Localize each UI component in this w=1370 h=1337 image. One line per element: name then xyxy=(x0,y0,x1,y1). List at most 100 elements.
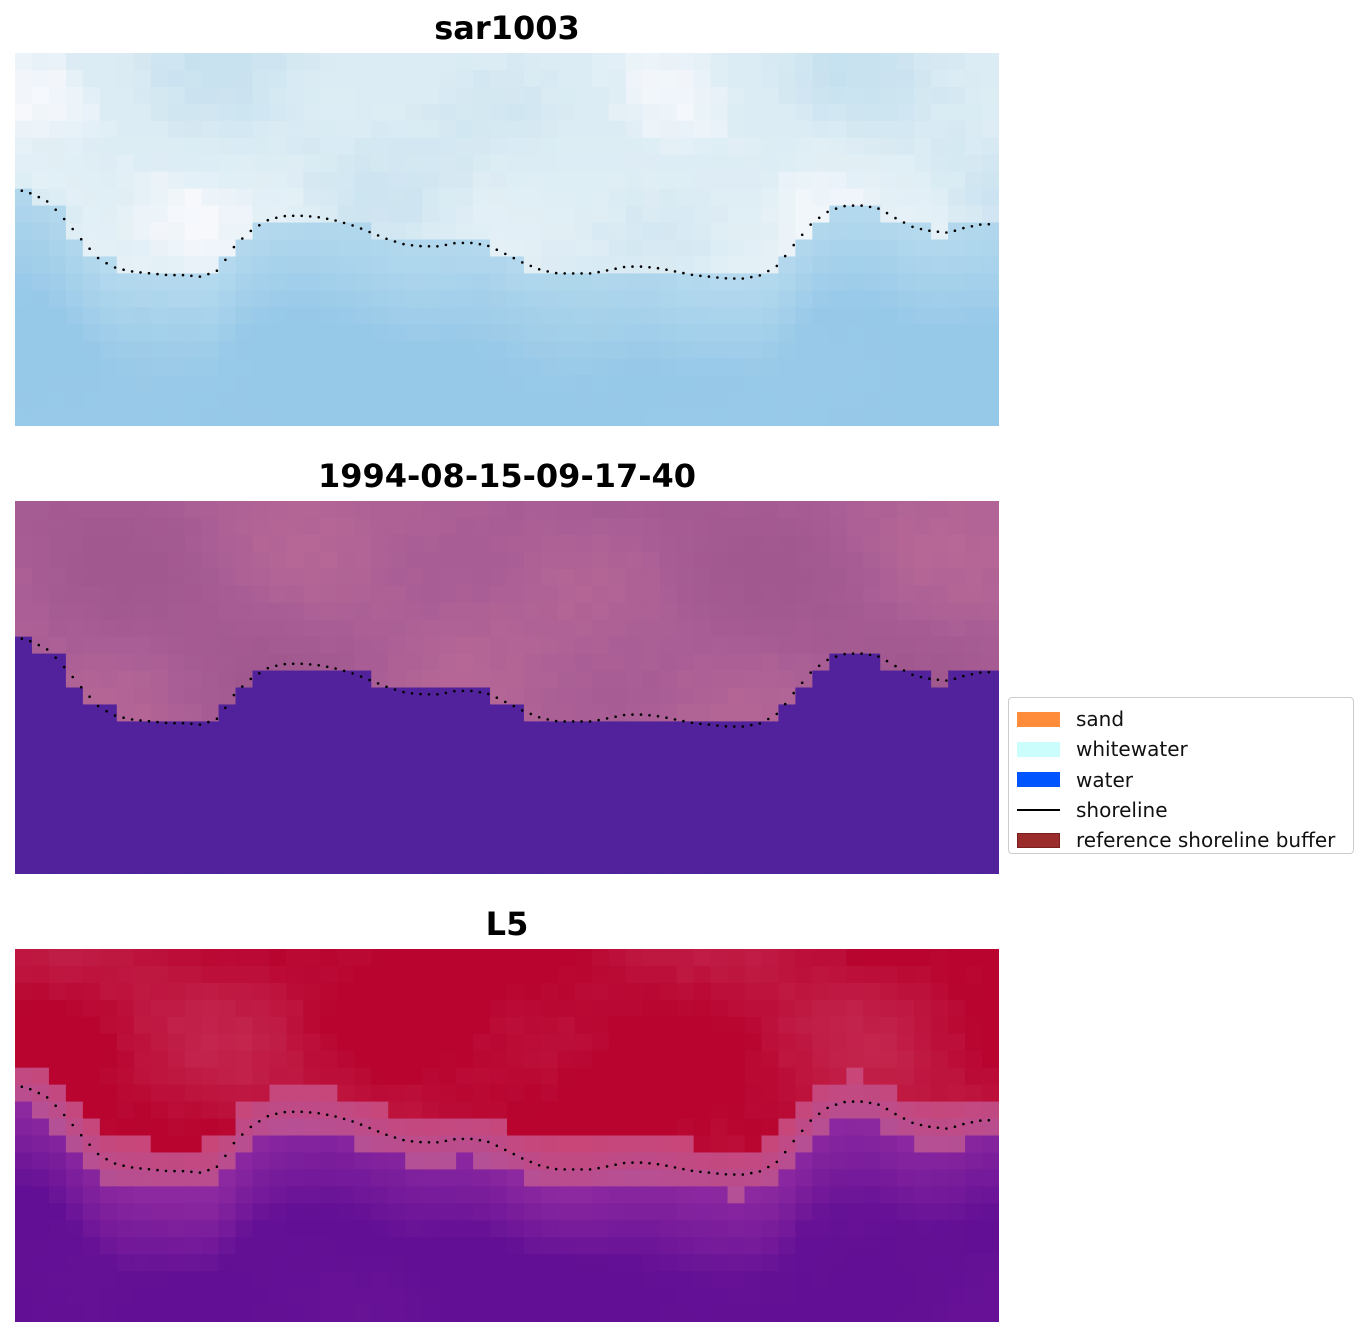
land-cell xyxy=(371,585,389,604)
probability-cell xyxy=(608,1084,627,1103)
land-cell xyxy=(863,619,881,638)
water-cell xyxy=(846,806,864,824)
land-cell xyxy=(778,501,797,519)
pixel-cell xyxy=(948,69,966,88)
pixel-cell xyxy=(269,409,288,426)
water-cell xyxy=(880,857,898,874)
water-cell xyxy=(744,721,763,739)
probability-cell xyxy=(574,1067,593,1086)
pixel-cell xyxy=(252,103,271,122)
pixel-cell xyxy=(778,53,797,71)
land-cell xyxy=(252,653,271,672)
probability-cell xyxy=(829,1254,847,1272)
pixel-cell xyxy=(507,205,525,224)
probability-cell xyxy=(897,1237,915,1255)
probability-cell xyxy=(863,999,881,1018)
land-cell xyxy=(863,636,881,655)
probability-cell xyxy=(15,1220,33,1238)
water-cell xyxy=(65,738,84,756)
pixel-cell xyxy=(320,290,338,308)
land-cell xyxy=(405,653,423,672)
shoreline-point xyxy=(224,706,227,710)
pixel-cell xyxy=(863,188,881,207)
probability-cell xyxy=(540,1067,559,1086)
pixel-cell xyxy=(608,69,627,88)
water-cell xyxy=(795,789,813,807)
probability-cell xyxy=(778,1118,797,1137)
pixel-cell xyxy=(676,375,695,393)
shoreline-point xyxy=(546,270,549,273)
probability-cell xyxy=(473,1220,491,1238)
legend-item-shoreline: shoreline xyxy=(1017,795,1353,825)
probability-cell xyxy=(812,1135,830,1154)
pixel-cell xyxy=(354,53,372,71)
probability-cell xyxy=(948,949,966,967)
probability-cell xyxy=(795,965,813,984)
pixel-cell xyxy=(82,341,101,359)
pixel-cell xyxy=(388,154,406,173)
probability-cell xyxy=(744,1220,763,1238)
land-cell xyxy=(473,585,491,604)
pixel-cell xyxy=(48,409,67,426)
probability-cell xyxy=(557,1118,576,1137)
probability-cell xyxy=(591,1186,610,1204)
shoreline-point xyxy=(164,1169,168,1173)
water-cell xyxy=(337,772,355,790)
pixel-cell xyxy=(473,120,491,139)
pixel-cell xyxy=(371,53,389,71)
probability-cell xyxy=(880,1305,898,1322)
shoreline-point xyxy=(512,256,516,260)
pixel-cell xyxy=(523,205,542,224)
shoreline-points xyxy=(20,189,991,280)
water-cell xyxy=(727,772,746,790)
pixel-cell xyxy=(439,69,457,88)
probability-cell xyxy=(490,982,508,1001)
pixel-cell xyxy=(523,120,542,139)
pixel-cell xyxy=(286,137,305,156)
pixel-cell xyxy=(778,256,797,275)
probability-cell xyxy=(744,1118,763,1137)
pixel-cell xyxy=(778,205,797,224)
pixel-cell xyxy=(574,392,593,410)
probability-cell xyxy=(693,1237,712,1255)
probability-cell xyxy=(744,1203,763,1221)
shoreline-point xyxy=(800,681,804,685)
probability-cell xyxy=(710,1084,729,1103)
probability-cell xyxy=(388,1050,406,1069)
probability-cell xyxy=(422,999,440,1018)
probability-cell xyxy=(405,1169,423,1187)
water-cell xyxy=(65,755,84,773)
land-cell xyxy=(608,687,627,706)
probability-cell xyxy=(303,1118,321,1137)
shoreline-point xyxy=(444,1139,448,1143)
probability-cell xyxy=(693,1288,712,1306)
probability-cell xyxy=(99,1186,118,1204)
pixel-cell xyxy=(184,290,203,308)
probability-cell xyxy=(931,999,949,1018)
pixel-cell xyxy=(659,358,678,376)
probability-cell xyxy=(405,1050,423,1069)
probability-cell xyxy=(167,1203,186,1221)
pixel-cell xyxy=(523,375,542,393)
land-cell xyxy=(608,501,627,519)
pixel-cell xyxy=(965,188,983,207)
probability-cell xyxy=(829,1305,847,1322)
probability-cell xyxy=(133,1033,152,1052)
pixel-cell xyxy=(761,256,780,275)
land-cell xyxy=(557,653,576,672)
probability-cell xyxy=(286,1203,305,1221)
pixel-cell xyxy=(422,409,440,426)
land-cell xyxy=(710,602,729,621)
pixel-cell xyxy=(388,324,406,342)
probability-cell xyxy=(371,1271,389,1289)
probability-cell xyxy=(150,1169,169,1187)
probability-cell xyxy=(574,1220,593,1238)
water-cell xyxy=(405,704,423,723)
shoreline-point xyxy=(351,224,354,227)
probability-cell xyxy=(897,1305,915,1322)
pixel-cell xyxy=(48,103,67,122)
land-cell xyxy=(880,551,898,570)
shoreline-point xyxy=(427,1141,431,1144)
pixel-cell xyxy=(99,188,118,207)
water-cell xyxy=(931,840,949,858)
